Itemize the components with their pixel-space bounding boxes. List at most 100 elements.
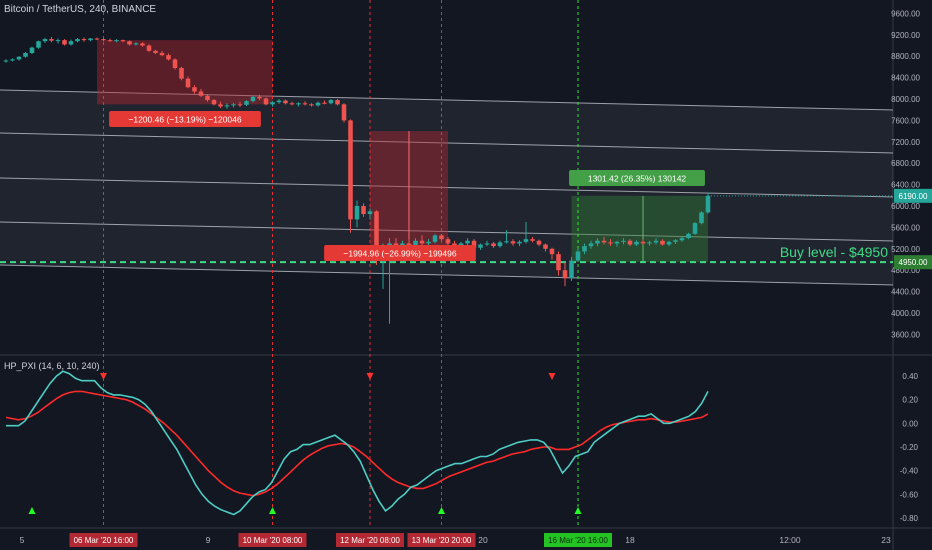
time-marker: 06 Mar '20 16:00 xyxy=(69,533,138,547)
time-tick-label: 18 xyxy=(625,535,635,545)
price-tick-label: 8000.00 xyxy=(891,95,920,104)
sell-signal-arrow xyxy=(548,373,556,380)
candle-body xyxy=(660,240,665,245)
candle-body xyxy=(218,104,223,107)
candle-body xyxy=(465,240,470,244)
candle-body xyxy=(601,240,607,243)
current-price-badge-bg xyxy=(894,188,932,203)
candle-body xyxy=(562,270,568,279)
candle-body xyxy=(88,38,93,41)
price-tick-label: 7200.00 xyxy=(891,138,920,147)
candle-body xyxy=(49,39,54,41)
candle-body xyxy=(471,240,477,248)
time-marker-text: 13 Mar '20 20:00 xyxy=(412,536,472,545)
candle-body xyxy=(16,56,22,60)
candle-body xyxy=(627,240,633,245)
candle-body xyxy=(205,95,210,101)
candle-body xyxy=(10,59,15,61)
osc-tick-label: -0.40 xyxy=(900,467,919,476)
candle-body xyxy=(283,100,288,104)
candle-body xyxy=(250,96,256,102)
price-tick-label: 8400.00 xyxy=(891,74,920,83)
chart-overlays xyxy=(0,0,894,528)
candle-body xyxy=(348,120,353,220)
candle-body xyxy=(133,43,139,45)
candle-body xyxy=(458,243,464,247)
candle-body xyxy=(62,40,67,45)
drop-box-1 xyxy=(97,40,273,105)
candle-body xyxy=(367,211,373,215)
candle-body xyxy=(114,40,119,42)
time-tick-label: 12:00 xyxy=(779,535,801,545)
candle-body xyxy=(198,91,204,96)
candle-body xyxy=(166,55,171,60)
time-marker-bg xyxy=(238,533,307,547)
buy-level-badge-bg xyxy=(894,255,932,270)
channel-line xyxy=(0,89,894,111)
candle-body xyxy=(673,240,678,242)
candle-body xyxy=(419,240,425,244)
candle-body xyxy=(81,39,87,41)
sell-signal-arrow xyxy=(366,373,374,380)
candle-body xyxy=(497,242,503,247)
osc-slow-line xyxy=(5,390,709,497)
candle-body xyxy=(426,241,431,244)
candle-body xyxy=(101,39,106,41)
candle-body xyxy=(36,41,41,48)
candle-body xyxy=(530,239,535,241)
channel-line xyxy=(0,132,894,154)
candle-body xyxy=(296,103,301,105)
buy-signal-arrow xyxy=(438,507,445,514)
candle-body xyxy=(224,105,230,107)
candle-body xyxy=(569,260,574,279)
time-tick-label: 20 xyxy=(478,535,488,545)
time-tick-label: 9 xyxy=(206,535,211,545)
candle-body xyxy=(23,52,28,57)
candle-body xyxy=(686,233,691,239)
candle-body xyxy=(556,254,561,271)
buy-signal-arrow xyxy=(574,507,582,514)
candle-body xyxy=(211,100,217,105)
drop-label-2-text: −1994.96 (−26.99%) −199496 xyxy=(343,249,456,259)
axes-group: 9600.009200.008800.008400.008000.007600.… xyxy=(20,9,932,547)
candle-body xyxy=(543,244,548,249)
candle-body xyxy=(159,52,165,56)
price-tick-label: 8800.00 xyxy=(891,52,920,61)
candle-body xyxy=(94,38,100,40)
candle-body xyxy=(335,100,340,105)
current-price-badge-text: 6190.00 xyxy=(899,192,928,201)
candle-body xyxy=(653,240,659,243)
candle-body xyxy=(237,104,243,106)
channel-line xyxy=(0,177,894,198)
candle-body xyxy=(276,100,282,103)
osc-tick-label: 0.20 xyxy=(902,396,918,405)
candle-body xyxy=(75,39,80,42)
candle-body xyxy=(484,243,490,245)
candle-body xyxy=(354,206,360,220)
drop-label-1-bg xyxy=(109,111,261,127)
candle-body xyxy=(153,50,158,53)
osc-tick-label: -0.20 xyxy=(900,443,919,452)
candle-body xyxy=(361,206,366,215)
osc-fast-line xyxy=(6,370,709,516)
time-marker-bg xyxy=(407,533,476,547)
candle-body xyxy=(244,101,249,105)
candle-body xyxy=(341,104,347,121)
price-tick-label: 7600.00 xyxy=(891,116,920,125)
candle-body xyxy=(439,235,444,240)
candle-body xyxy=(374,211,379,257)
price-tick-label: 5600.00 xyxy=(891,223,920,232)
candle-body xyxy=(549,248,555,255)
buy-signal-arrow xyxy=(269,507,276,514)
candle-body xyxy=(140,43,145,46)
candle-body xyxy=(595,240,600,244)
candle-body xyxy=(302,103,308,105)
time-marker: 16 Mar '20 16:00 xyxy=(544,533,612,547)
time-marker-bg xyxy=(69,533,138,547)
candle-body xyxy=(614,241,620,244)
drop-label-2-bg xyxy=(324,245,476,261)
rise-box xyxy=(571,195,708,263)
